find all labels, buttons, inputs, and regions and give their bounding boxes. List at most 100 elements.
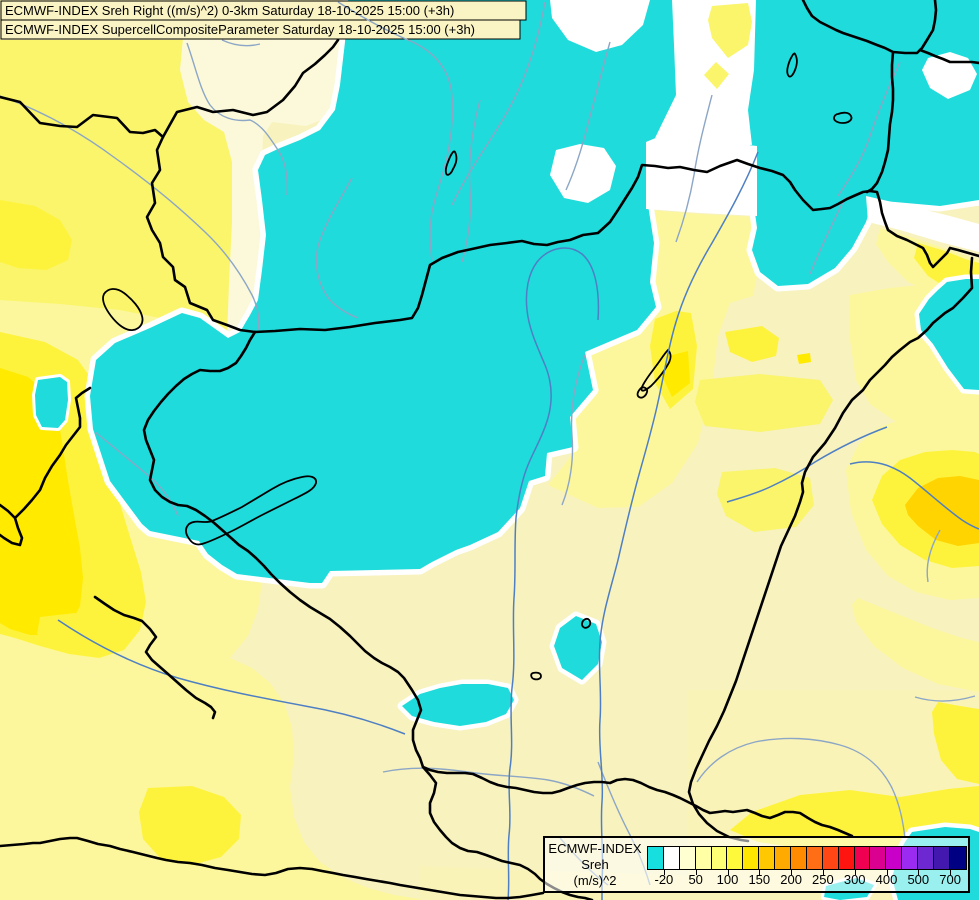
- mid-yellow-patch: [725, 326, 779, 362]
- legend-tick-9: [950, 869, 952, 875]
- river: [565, 41, 611, 191]
- legend-swatch-7: [759, 847, 776, 869]
- legend-swatch-19: [949, 847, 966, 869]
- legend-tick-label-3: 150: [748, 872, 771, 887]
- legend-tick-7: [886, 869, 888, 875]
- border-ro-diagonal: [687, 256, 974, 843]
- legend-tick-5: [822, 869, 824, 875]
- cyan-patch-south2: [549, 611, 607, 685]
- rivers-major: [57, 151, 979, 900]
- legend-swatch-13: [854, 847, 871, 869]
- cyan-patch-east-edge: [914, 274, 979, 395]
- map-title-line1: ECMWF-INDEX Sreh Right ((m/s)^2) 0-3km S…: [5, 3, 455, 18]
- white-contour-patches: [550, 0, 979, 252]
- border-si-diagonal: [93, 595, 217, 720]
- legend-tick-label-8: 500: [907, 872, 930, 887]
- lake-ne-1: [786, 52, 798, 78]
- lake-tisza-blob: [636, 386, 649, 399]
- color-scale-legend: ECMWF-INDEX Sreh (m/s)^2 -20 50 100 150 200 2…: [543, 836, 970, 893]
- bottomleft-yellow-patch: [139, 786, 241, 865]
- legend-tick-6: [854, 869, 856, 875]
- bottomleft-pale-region: [0, 657, 430, 900]
- mid-yellow-blob: [717, 468, 814, 532]
- legend-swatch-16: [902, 847, 919, 869]
- legend-tick-2: [727, 869, 729, 875]
- legend-swatch-15: [886, 847, 903, 869]
- river: [837, 61, 901, 197]
- legend-swatch-17: [918, 847, 935, 869]
- river: [561, 354, 586, 506]
- legend-swatch-12: [838, 847, 855, 869]
- legend-tick-8: [918, 869, 920, 875]
- river: [914, 695, 976, 702]
- legend-tick-label-4: 200: [780, 872, 802, 887]
- legend-swatch-6: [743, 847, 760, 869]
- lake-neusiedl: [102, 288, 144, 331]
- legend-tick-0: [663, 869, 665, 875]
- river: [382, 767, 595, 797]
- legend-tick-label-6: 300: [843, 872, 866, 887]
- title-plates: [0, 0, 527, 40]
- right-pale-lower: [852, 598, 979, 692]
- legend-parameter-label: Sreh: [581, 857, 609, 872]
- border-farleft-branch: [0, 503, 17, 520]
- lakes: [102, 52, 853, 681]
- ivory-band-nw: [180, 38, 352, 340]
- river: [696, 737, 906, 839]
- cyan-patch-south1: [397, 679, 519, 731]
- legend-tick-label-1: 50: [688, 872, 703, 887]
- legend-tick-1: [695, 869, 697, 875]
- legend-tick-label-5: 250: [812, 872, 834, 887]
- legend-swatch-10: [806, 847, 823, 869]
- legend-swatch-1: [663, 847, 680, 869]
- river-danube: [507, 247, 600, 900]
- yellow-diamond-on-wedge: [704, 62, 729, 89]
- river: [451, 1, 546, 206]
- river: [186, 42, 288, 196]
- left-yellow-patch-upper: [0, 200, 72, 270]
- river: [221, 39, 261, 47]
- lake-tiny-1: [530, 671, 542, 681]
- legend-swatch-2: [679, 847, 696, 869]
- legend-swatch-14: [870, 847, 887, 869]
- white-blob-tr: [922, 52, 977, 99]
- border-ne-top: [801, 0, 938, 55]
- border-farleft: [0, 386, 92, 547]
- border-north-chain: [253, 158, 979, 334]
- legend-swatch-0: [648, 847, 664, 869]
- mid-bright-dot: [797, 353, 811, 364]
- golden-spot-core: [905, 476, 979, 546]
- river: [809, 197, 846, 275]
- legend-product-label: ECMWF-INDEX: [548, 841, 642, 856]
- river-maros: [726, 426, 888, 503]
- river-tisza: [598, 151, 759, 900]
- title-plate-2: [0, 19, 521, 40]
- river-drava: [57, 619, 406, 735]
- bottomright-yellow-edge: [932, 702, 979, 784]
- legend-units-label: (m/s)^2: [573, 873, 617, 888]
- legend-swatch-18: [934, 847, 950, 869]
- legend-tick-label-0: -20: [654, 872, 674, 887]
- border-nw-chain: [0, 95, 257, 334]
- legend-swatch-4: [711, 847, 728, 869]
- border-ua-vertical: [865, 50, 895, 194]
- river: [461, 99, 481, 263]
- border-nw-branch: [161, 38, 340, 139]
- lake-ne-2: [833, 111, 853, 124]
- legend-swatch-9: [791, 847, 807, 869]
- white-band-tr: [646, 140, 757, 216]
- cyan-main-mass: [84, 0, 979, 589]
- border-bottomleft: [0, 836, 545, 900]
- legend-tick-3: [759, 869, 761, 875]
- legend-tick-4: [791, 869, 793, 875]
- map-title-line2: ECMWF-INDEX SupercellCompositeParameter …: [5, 22, 476, 37]
- legend-swatch-3: [695, 847, 712, 869]
- yellow-patch-on-wedge: [708, 3, 752, 58]
- lake-tisza: [640, 348, 672, 392]
- legend-tick-label-7: 400: [875, 872, 898, 887]
- white-band-br: [866, 196, 979, 252]
